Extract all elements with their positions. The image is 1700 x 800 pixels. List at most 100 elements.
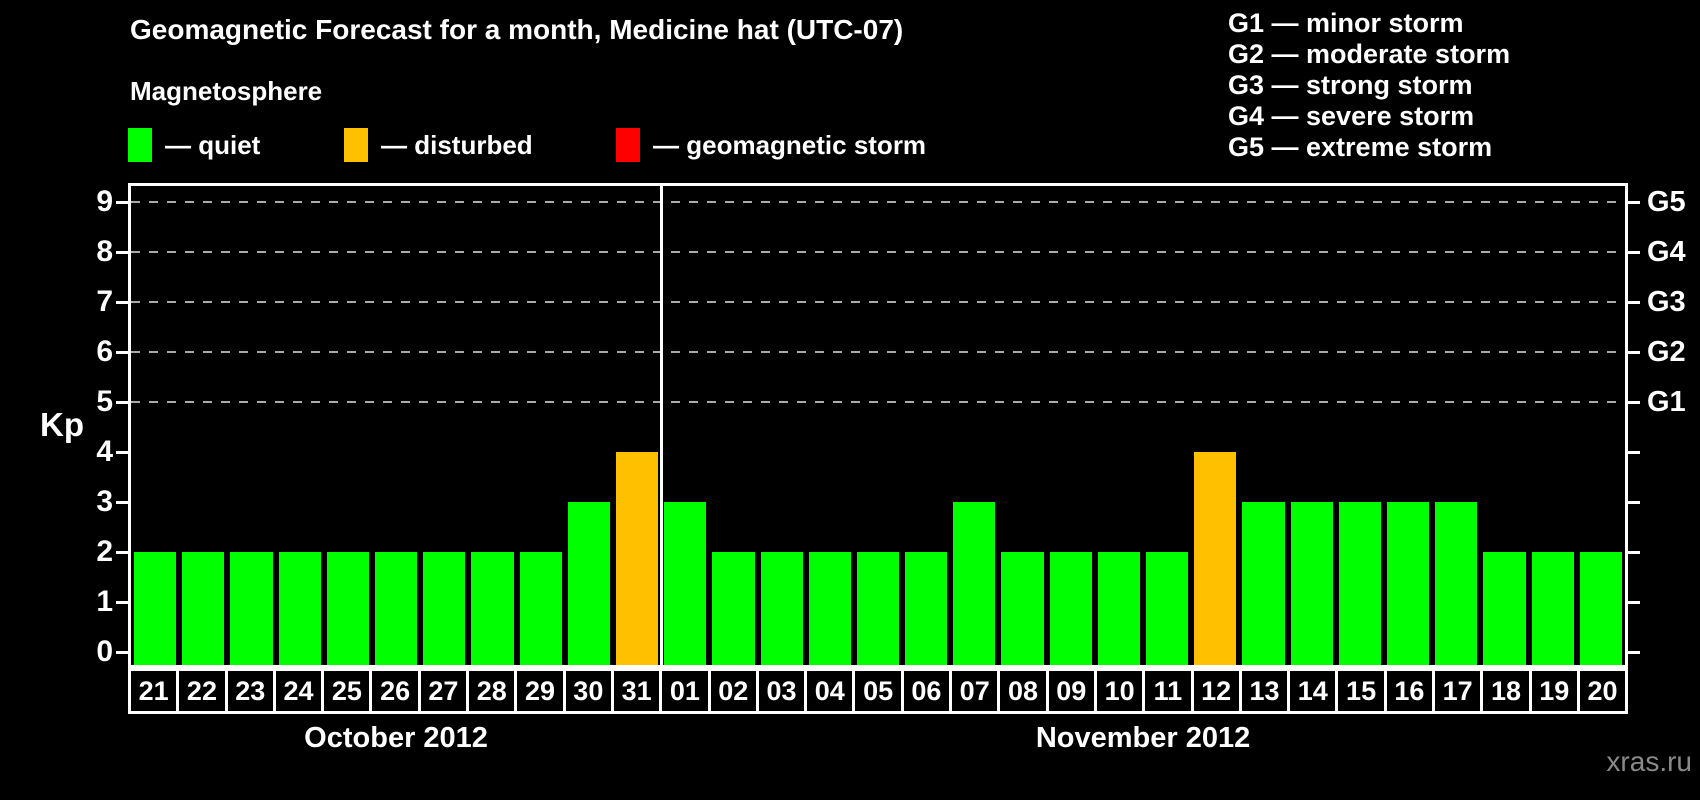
y-axis-tick-label: 4: [96, 435, 113, 468]
month-label: November 2012: [1035, 722, 1251, 754]
day-label: 13: [1238, 671, 1287, 711]
day-label: 18: [1480, 671, 1528, 711]
kp-bar: [374, 552, 418, 665]
day-label: 09: [1045, 671, 1094, 711]
y-axis-tick: [116, 350, 128, 354]
kp-bar: [1194, 452, 1237, 665]
y-axis-tick: [116, 650, 128, 654]
kp-bar: [1338, 502, 1382, 665]
month-separator-line: [659, 186, 663, 665]
day-label: 16: [1383, 671, 1432, 711]
g-axis-tick: [1628, 650, 1640, 654]
day-label: 28: [466, 671, 514, 711]
day-label: 11: [1142, 671, 1190, 711]
kp-bar: [856, 552, 900, 665]
day-label: 07: [949, 671, 997, 711]
y-axis-tick-label: 1: [96, 585, 113, 618]
g-axis-tick: [1628, 550, 1640, 554]
kp-bar: [1483, 552, 1526, 665]
kp-bar: [615, 452, 659, 665]
g-axis-tick: [1628, 600, 1640, 604]
kp-bar: [1146, 552, 1189, 665]
kp-bar: [1435, 502, 1478, 665]
day-label: 31: [610, 671, 659, 711]
g-legend-line-g5: G5 — extreme storm: [1228, 132, 1493, 162]
kp-bar: [1531, 552, 1574, 665]
disturbed-color-swatch: [344, 128, 368, 162]
day-label: 21: [138, 676, 169, 706]
y-axis-tick-label: 9: [96, 185, 113, 218]
day-label: 19: [1528, 671, 1577, 711]
g-scale-legend: G1 — minor storm G2 — moderate storm G3 …: [1228, 8, 1510, 163]
day-label: 24: [272, 671, 321, 711]
kp-bar: [567, 502, 610, 665]
kp-bar: [760, 552, 803, 665]
g-legend-line-g3: G3 — strong storm: [1228, 70, 1473, 100]
kp-bar: [423, 552, 466, 665]
y-axis-tick: [116, 300, 128, 304]
g-axis-label: G1: [1647, 386, 1686, 418]
kp-bar: [182, 552, 225, 665]
kp-bar: [712, 552, 755, 665]
grid-line: [131, 401, 1625, 403]
g-axis-tick: [1628, 400, 1640, 404]
kp-bar: [230, 552, 273, 665]
y-axis-tick: [116, 400, 128, 404]
g-axis-label: G2: [1647, 336, 1686, 368]
day-label: 08: [997, 671, 1045, 711]
grid-line: [131, 201, 1625, 203]
chart-title: Geomagnetic Forecast for a month, Medici…: [130, 14, 904, 45]
g-axis-tick: [1628, 200, 1640, 204]
kp-bar: [1387, 502, 1430, 665]
kp-bar: [808, 552, 851, 665]
day-label: 20: [1576, 671, 1625, 711]
kp-bar: [664, 502, 707, 665]
day-label: 12: [1190, 671, 1239, 711]
g-axis-label: G4: [1647, 236, 1686, 268]
day-label: 10: [1093, 671, 1142, 711]
y-axis-title: Kp: [40, 406, 84, 443]
g-axis-tick: [1628, 500, 1640, 504]
quiet-color-swatch: [128, 128, 152, 162]
g-legend-line-g2: G2 — moderate storm: [1228, 39, 1511, 69]
day-label: 22: [176, 671, 224, 711]
g-axis-tick: [1628, 300, 1640, 304]
y-axis-tick-label: 0: [96, 635, 113, 668]
day-label: 02: [707, 671, 756, 711]
y-axis-tick-label: 6: [96, 335, 113, 368]
plot-area: 0 1 2 3 4 5 6 7 8 9 G1 G2 G3 G4 G5: [96, 183, 1686, 668]
day-label: 05: [852, 671, 900, 711]
y-axis-tick: [116, 250, 128, 254]
kp-bar: [1242, 502, 1285, 665]
kp-bar: [326, 552, 369, 665]
day-label: 01: [659, 671, 707, 711]
kp-bar: [134, 552, 177, 665]
legend-item-storm: — geomagnetic storm: [616, 126, 926, 164]
grid-line: [131, 351, 1625, 353]
y-axis-tick: [116, 600, 128, 604]
kp-bar: [953, 502, 996, 665]
day-label: 06: [900, 671, 949, 711]
watermark: xras.ru: [1606, 746, 1692, 777]
y-axis-tick-label: 7: [96, 285, 113, 318]
kp-bar: [519, 552, 562, 665]
month-label: October 2012: [304, 722, 488, 754]
day-label: 15: [1335, 671, 1383, 711]
kp-bar: [1290, 502, 1333, 665]
legend-heading: Magnetosphere: [130, 76, 323, 106]
day-label: 04: [804, 671, 852, 711]
g-axis-label: G5: [1647, 186, 1686, 218]
y-axis-tick-label: 3: [96, 485, 113, 518]
day-label: 29: [514, 671, 562, 711]
g-axis-tick: [1628, 450, 1640, 454]
grid-line: [131, 251, 1625, 253]
day-label: 27: [417, 671, 466, 711]
legend-item-label: — geomagnetic storm: [653, 129, 927, 160]
y-axis-tick: [116, 200, 128, 204]
day-label: 03: [755, 671, 804, 711]
grid-line: [131, 301, 1625, 303]
kp-bar: [1001, 552, 1044, 665]
g-axis-tick: [1628, 250, 1640, 254]
day-label: 26: [369, 671, 417, 711]
